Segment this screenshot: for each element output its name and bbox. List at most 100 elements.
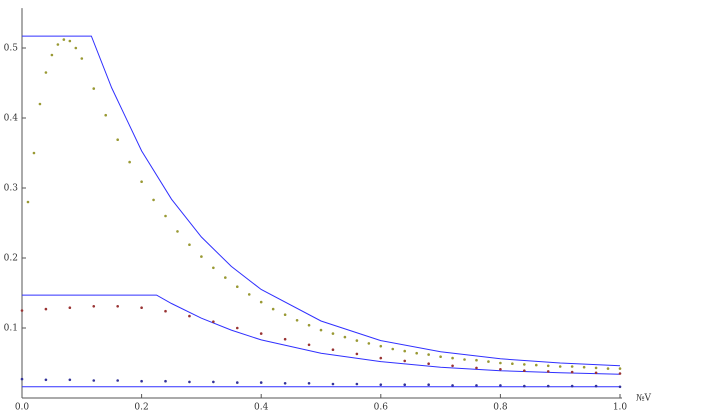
- data-point: [427, 383, 430, 387]
- data-point: [26, 200, 30, 204]
- data-point: [570, 370, 574, 374]
- data-point: [152, 198, 155, 202]
- data-point: [235, 381, 239, 384]
- data-point: [92, 87, 96, 90]
- x-axis-label: №V: [636, 394, 652, 404]
- data-point: [582, 365, 586, 369]
- y-tick-label: 0.5: [4, 44, 19, 54]
- data-point: [511, 362, 514, 366]
- data-point: [140, 306, 143, 310]
- data-point: [618, 367, 622, 370]
- data-point: [235, 326, 239, 330]
- data-point: [355, 382, 359, 386]
- data-point: [212, 380, 215, 384]
- data-point: [415, 351, 418, 355]
- y-tick-label: 0.1: [4, 324, 18, 334]
- data-point: [475, 358, 478, 362]
- data-point: [259, 300, 263, 304]
- data-point: [212, 266, 215, 270]
- data-point: [32, 151, 36, 155]
- data-point: [379, 344, 383, 348]
- data-point: [247, 293, 251, 296]
- data-point: [62, 38, 66, 41]
- data-point: [343, 335, 347, 339]
- data-point: [499, 361, 502, 365]
- data-point: [271, 307, 275, 311]
- data-point: [523, 363, 526, 366]
- data-point: [164, 214, 167, 218]
- data-point: [546, 384, 550, 388]
- data-point: [546, 364, 550, 368]
- data-point: [259, 332, 263, 335]
- data-point: [499, 384, 502, 387]
- data-point: [20, 377, 24, 381]
- data-point: [176, 230, 179, 233]
- y-tick-label: 0.2: [4, 254, 18, 264]
- x-tick-label: 0.4: [254, 403, 269, 413]
- data-point: [379, 356, 383, 360]
- data-point: [391, 347, 395, 351]
- y-tick-label: 0.4: [4, 114, 19, 124]
- data-point: [594, 371, 598, 375]
- data-point: [116, 305, 119, 308]
- data-point: [451, 356, 454, 360]
- data-point: [331, 382, 335, 386]
- x-tick-label: 0.8: [493, 403, 508, 413]
- data-point: [38, 102, 42, 106]
- data-point: [116, 138, 119, 141]
- data-point: [403, 349, 407, 353]
- data-point: [331, 332, 335, 335]
- data-point: [212, 320, 215, 324]
- data-point: [44, 378, 48, 382]
- data-point: [307, 323, 311, 327]
- data-point: [499, 368, 502, 371]
- data-point: [475, 366, 478, 370]
- data-point: [379, 383, 383, 387]
- data-point: [523, 369, 526, 373]
- data-point: [427, 353, 430, 356]
- data-point: [594, 366, 598, 370]
- data-point: [188, 243, 191, 246]
- data-point: [594, 384, 598, 388]
- data-point: [80, 57, 84, 60]
- data-point: [235, 285, 239, 289]
- data-point: [68, 39, 72, 43]
- data-point: [283, 382, 287, 385]
- data-point: [164, 309, 167, 313]
- data-point: [92, 305, 96, 308]
- data-point: [104, 113, 108, 117]
- data-point: [68, 306, 72, 310]
- data-point: [367, 342, 371, 345]
- data-point: [259, 381, 263, 384]
- data-point: [188, 380, 191, 384]
- data-point: [56, 43, 60, 46]
- data-point: [523, 384, 526, 388]
- data-point: [74, 46, 78, 50]
- data-point: [164, 379, 167, 383]
- data-point: [92, 379, 96, 382]
- data-point: [451, 364, 454, 368]
- data-point: [558, 365, 562, 368]
- data-point: [355, 352, 359, 356]
- data-point: [224, 276, 227, 279]
- data-point: [427, 362, 430, 366]
- data-point: [128, 160, 131, 164]
- data-point: [283, 337, 287, 341]
- x-tick-label: 1.0: [613, 403, 628, 413]
- data-point: [355, 339, 359, 342]
- curve: [22, 35, 621, 367]
- data-point: [475, 384, 478, 387]
- data-point: [50, 53, 54, 57]
- data-point: [68, 378, 72, 382]
- data-point: [331, 348, 335, 352]
- data-point: [403, 359, 407, 363]
- data-point: [451, 384, 454, 387]
- data-point: [487, 360, 490, 363]
- data-point: [570, 384, 574, 388]
- y-tick-label: 0.3: [4, 184, 19, 194]
- data-point: [188, 314, 191, 318]
- data-point: [116, 379, 119, 382]
- data-point: [20, 309, 24, 312]
- data-point: [140, 180, 143, 183]
